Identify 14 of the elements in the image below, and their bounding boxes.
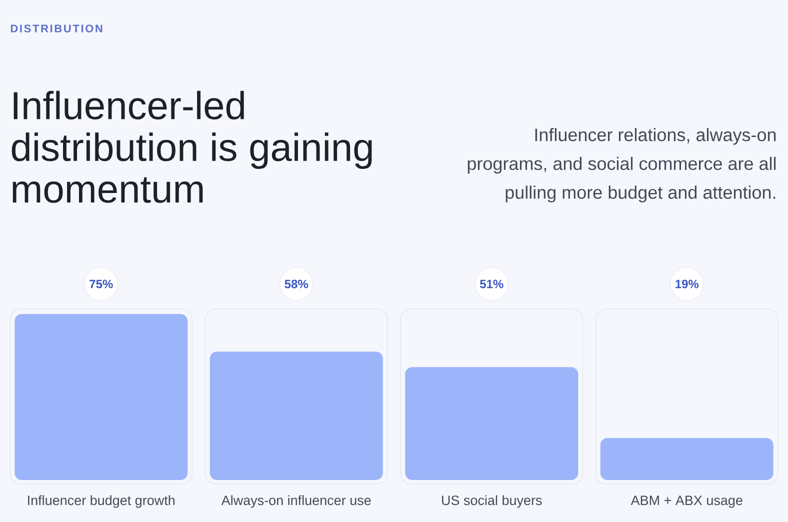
chart-title: Influencer-led distribution is gaining momentum (12, 90, 372, 203)
bar (405, 367, 578, 480)
bar (210, 352, 383, 480)
data-label: 19% (676, 280, 699, 288)
x-tick-label: US social buyers (442, 495, 542, 508)
text: DISTRIBUTION (10, 24, 102, 32)
data-label: 51% (480, 280, 504, 288)
data-label: 75% (90, 280, 113, 288)
chart-subtitle: Influencer relations, always-on programs, and social commerce are all pulling more budget and attention. (468, 128, 776, 202)
x-tick-label: ABM + ABX usage (630, 496, 742, 508)
data-label: 58% (284, 280, 308, 288)
bar (600, 438, 774, 480)
x-tick-label: Always-on influencer use (221, 495, 371, 508)
x-tick-label: Influencer budget growth (28, 495, 175, 508)
